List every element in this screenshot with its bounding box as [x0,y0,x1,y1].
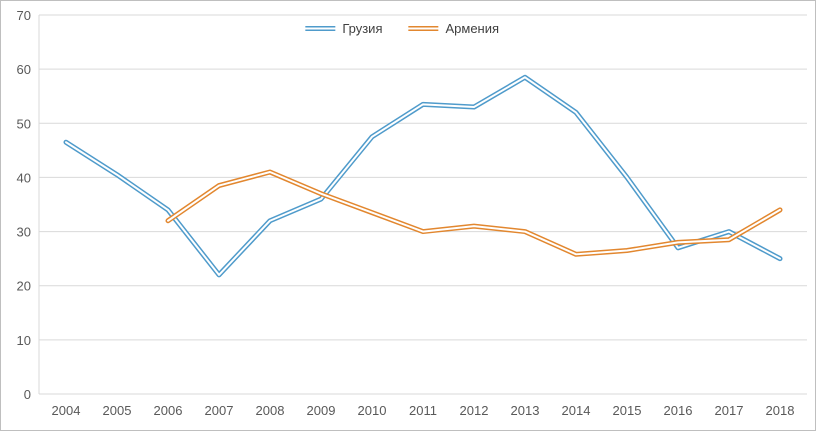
svg-text:40: 40 [17,170,31,185]
legend-label-georgia: Грузия [342,21,383,36]
svg-text:2014: 2014 [562,403,591,418]
svg-text:2016: 2016 [664,403,693,418]
svg-text:2017: 2017 [715,403,744,418]
svg-text:2006: 2006 [154,403,183,418]
svg-text:20: 20 [17,279,31,294]
svg-text:2011: 2011 [409,403,437,418]
svg-text:2010: 2010 [358,403,387,418]
legend-item-georgia: Грузия [305,21,382,36]
svg-text:70: 70 [17,8,31,23]
svg-text:60: 60 [17,62,31,77]
svg-text:50: 50 [17,116,31,131]
svg-text:2008: 2008 [256,403,285,418]
svg-text:2013: 2013 [511,403,540,418]
svg-text:2007: 2007 [205,403,234,418]
svg-text:2015: 2015 [613,403,642,418]
chart-legend: Грузия Армения [305,21,499,36]
svg-text:2012: 2012 [460,403,489,418]
line-swatch-georgia-icon [305,26,336,31]
svg-text:0: 0 [24,387,31,402]
svg-text:2005: 2005 [103,403,132,418]
legend-item-armenia: Армения [408,21,499,36]
svg-text:30: 30 [17,225,31,240]
svg-text:2018: 2018 [766,403,795,418]
svg-text:2004: 2004 [52,403,81,418]
svg-text:10: 10 [17,333,31,348]
legend-label-armenia: Армения [445,21,500,36]
svg-text:2009: 2009 [307,403,336,418]
line-swatch-armenia-icon [408,26,439,31]
